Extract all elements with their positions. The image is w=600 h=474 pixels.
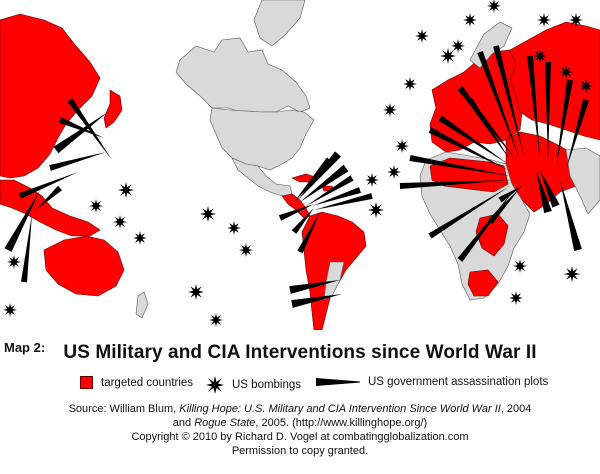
- bombing-starburst: [403, 77, 417, 91]
- assassination-wedge: [428, 186, 510, 239]
- bombing-starburst: [559, 65, 573, 79]
- assassination-wedge: [566, 99, 589, 170]
- bombing-starburst: [209, 313, 223, 327]
- legend-targeted-label: targeted countries: [101, 376, 194, 389]
- assassination-wedge: [312, 187, 361, 206]
- assassination-wedge: [399, 180, 512, 189]
- world-map: [0, 0, 600, 330]
- assassination-wedge: [314, 193, 373, 210]
- assassination-wedge: [556, 79, 573, 168]
- assassination-wedge: [477, 50, 520, 161]
- bombing-starburst: [415, 29, 429, 43]
- bombing-starburst: [451, 39, 465, 53]
- bombing-starburst: [3, 303, 17, 317]
- assassination-wedge: [300, 164, 349, 202]
- assassination-wedge: [297, 212, 320, 254]
- bombing-starburst: [239, 243, 253, 257]
- bombing-starburst: [7, 255, 21, 269]
- assassination-wedge: [53, 112, 108, 154]
- bombing-starburst: [133, 231, 147, 245]
- assassination-wedge: [527, 55, 540, 161]
- bombing-starburst: [533, 49, 547, 63]
- bombing-starburst: [188, 284, 204, 300]
- land-south-africa-red: [467, 269, 499, 297]
- book-title-2: Rogue State: [194, 417, 256, 429]
- permission-line: Permission to copy granted.: [231, 445, 369, 457]
- bombing-starburst: [113, 215, 127, 229]
- bombing-starburst: [365, 173, 379, 187]
- assassination-wedge: [289, 280, 340, 294]
- land-new-zealand: [135, 291, 149, 319]
- assassination-wedge: [67, 98, 112, 160]
- legend-bombings-label: US bombings: [232, 379, 302, 391]
- wedge-icon: [316, 378, 360, 386]
- assassination-wedge: [438, 115, 508, 164]
- assassination-wedge: [306, 175, 354, 206]
- bombing-starburst: [383, 103, 397, 117]
- assassination-wedge: [36, 185, 63, 210]
- bombing-starburst: [487, 0, 501, 13]
- land-africa: [419, 151, 531, 301]
- bombing-starburst: [513, 259, 527, 273]
- assassination-plot-markers: [4, 45, 589, 308]
- bombing-starburst: [537, 13, 551, 27]
- bombing-starburst: [200, 206, 216, 222]
- land-russia: [509, 21, 600, 141]
- land-greenland: [253, 0, 306, 47]
- assassination-wedge: [487, 188, 520, 224]
- land-usa: [209, 107, 315, 171]
- source-citation: Source: William Blum, Killing Hope: U.S.…: [0, 402, 600, 458]
- assassination-wedge: [457, 86, 516, 160]
- assassination-wedge: [4, 190, 40, 252]
- bombing-starburst: [368, 202, 384, 218]
- assassination-wedge: [18, 172, 79, 199]
- bombing-starburst: [118, 182, 134, 198]
- book-title-1: Killing Hope: U.S. Military and CIA Inte…: [179, 403, 501, 415]
- bombing-starburst: [387, 165, 401, 179]
- source-line-1: Source: William Blum, Killing Hope: U.S.…: [68, 403, 532, 415]
- map-number-label: Map 2:: [4, 340, 46, 355]
- bombing-markers: [3, 0, 593, 327]
- bombing-starburst: [579, 79, 593, 93]
- assassination-wedge: [493, 45, 524, 156]
- bombing-starburst: [227, 221, 241, 235]
- land-canada: [175, 37, 311, 115]
- assassination-wedge: [49, 152, 106, 171]
- assassination-wedge: [560, 180, 582, 251]
- bombing-starburst: [509, 291, 523, 305]
- assassination-wedge: [409, 155, 510, 176]
- assassination-wedge: [21, 214, 32, 283]
- land-india: [565, 147, 600, 215]
- map-title: US Military and CIA Interventions since …: [63, 342, 537, 363]
- legend-targeted: targeted countries: [80, 376, 193, 389]
- assassination-wedge: [298, 151, 342, 200]
- copyright-line: Copyright © 2010 by Richard D. Vogel at …: [131, 431, 469, 443]
- assassination-wedge: [428, 127, 508, 170]
- legend-bombings: US bombings: [206, 376, 301, 394]
- legend-assassinations-label: US government assassination plots: [368, 376, 549, 388]
- assassination-wedge: [545, 62, 551, 162]
- legend: targeted countries US bombings US govern…: [0, 376, 600, 394]
- source-line-2: and Rogue State, 2005. (http://www.killi…: [172, 417, 428, 429]
- land-far-east: [0, 13, 101, 179]
- legend-assassinations: US government assassination plots: [316, 376, 548, 388]
- assassination-wedge: [291, 294, 342, 308]
- bombing-starburst: [463, 13, 477, 27]
- land-japan: [103, 89, 123, 129]
- assassination-wedge: [291, 208, 314, 234]
- assassination-wedge: [498, 186, 522, 203]
- assassination-wedge: [540, 170, 560, 208]
- bombing-starburst: [440, 48, 456, 64]
- assassination-wedge: [278, 204, 314, 221]
- assassination-wedge: [536, 170, 552, 214]
- bombing-starburst: [564, 266, 580, 282]
- bombing-starburst: [395, 139, 409, 153]
- red-square-icon: [80, 376, 93, 389]
- bombing-starburst: [569, 13, 583, 27]
- land-central-africa-red: [475, 213, 509, 257]
- starburst-icon: [206, 376, 224, 394]
- land-australia: [43, 235, 125, 297]
- bombing-starburst: [89, 199, 103, 213]
- land-southeast-asia: [0, 179, 101, 237]
